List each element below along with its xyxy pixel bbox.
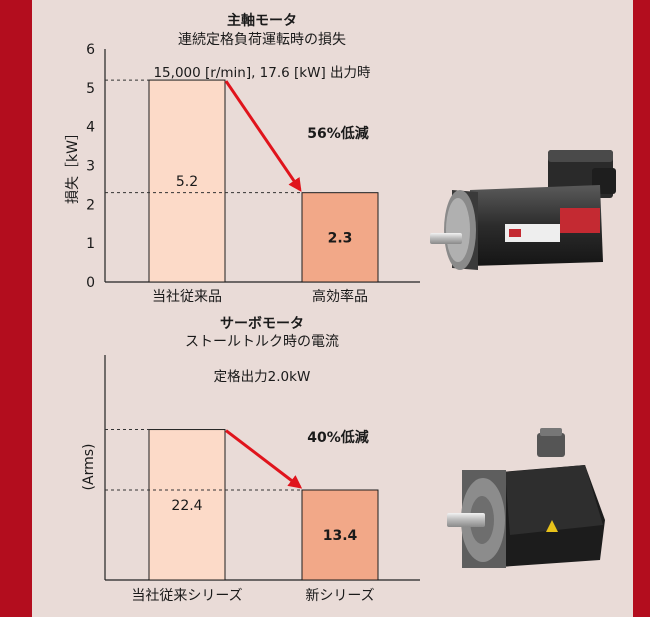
- chart2-bar-0: [148, 429, 226, 581]
- chart1-y-tick-1: 1: [86, 236, 95, 252]
- chart1-value-label-0: 5.2: [176, 174, 198, 190]
- chart1-y-tick-0: 0: [86, 275, 95, 291]
- chart2-subtitle: ストールトルク時の電流: [185, 334, 339, 350]
- chart2-value-label-1: 13.4: [323, 528, 358, 544]
- chart1-bar-1: [301, 192, 379, 283]
- chart2-ylabel: (Arms): [81, 444, 97, 491]
- chart1-category-0: 当社従来品: [152, 289, 222, 305]
- chart1-reduction-label: 56%低減: [307, 125, 369, 142]
- chart2-bar-1: [301, 489, 379, 581]
- chart1-ylabel: 損失［kW］: [65, 126, 81, 204]
- chart2-value-label-0: 22.4: [171, 498, 202, 514]
- chart2-title: サーボモータ: [220, 316, 304, 332]
- chart1-y-tick-3: 3: [86, 159, 95, 175]
- chart2-reduction-label: 40%低減: [307, 429, 369, 446]
- chart1-annotation: 15,000 [r/min], 17.6 [kW] 出力時: [153, 65, 371, 81]
- chart1-y-tick-6: 6: [86, 42, 95, 58]
- chart1-y-tick-2: 2: [86, 197, 95, 213]
- chart2-reduction-arrow: [225, 429, 303, 489]
- servo-motor-image: [447, 428, 605, 568]
- chart1-category-1: 高効率品: [312, 288, 368, 305]
- chart1-value-label-1: 2.3: [328, 230, 353, 246]
- chart2-category-1: 新シリーズ: [305, 588, 374, 604]
- chart1-y-tick-4: 4: [86, 120, 95, 136]
- chart2-category-0: 当社従来シリーズ: [131, 588, 242, 604]
- chart1-bar-0: [148, 79, 226, 283]
- chart1-reduction-arrow: [224, 80, 302, 192]
- chart2-annotation: 定格出力2.0kW: [214, 369, 311, 385]
- spindle-motor-image: [430, 150, 616, 270]
- chart1-subtitle: 連続定格負荷運転時の損失: [178, 31, 346, 48]
- chart1-y-tick-5: 5: [86, 81, 95, 97]
- chart1-title: 主軸モータ: [227, 12, 297, 29]
